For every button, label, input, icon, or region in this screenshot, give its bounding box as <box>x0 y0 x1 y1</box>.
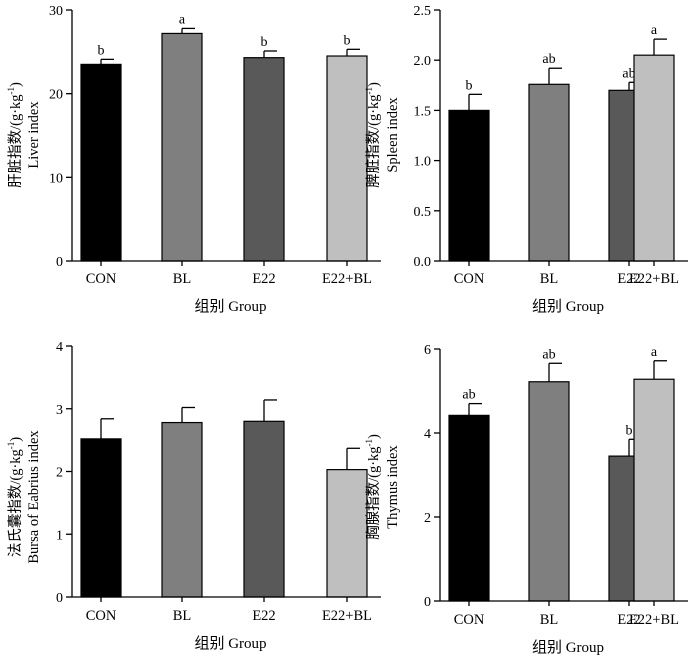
bar-E22 <box>243 57 285 262</box>
bar-E22+BL <box>633 54 675 262</box>
y-axis-label-en: Bursa of Eabrius index <box>26 430 42 564</box>
bar-BL <box>161 32 203 262</box>
category-label: E22 <box>617 271 640 287</box>
y-tick-label: 4 <box>56 340 63 355</box>
y-axis-label-close: ) <box>8 437 24 442</box>
category-label: CON <box>86 271 117 287</box>
bar-BL <box>528 83 570 262</box>
y-axis-label-cn: 肝脏指数/(g·kg-1) <box>6 82 24 188</box>
bar-BL <box>161 421 203 598</box>
x-axis-label: 组别 Group <box>532 639 604 656</box>
significance-label: ab <box>622 66 635 81</box>
y-tick-label: 10 <box>49 171 63 186</box>
category-label: E22+BL <box>629 612 679 628</box>
significance-label: a <box>651 23 658 38</box>
y-axis-label-superscript: -1 <box>364 439 374 447</box>
bar-CON <box>448 414 490 602</box>
y-tick-label: 1.0 <box>414 155 432 170</box>
significance-label: ab <box>542 52 555 67</box>
y-tick-label: 2 <box>56 466 63 481</box>
significance-label: a <box>651 345 658 360</box>
significance-label: b <box>344 33 351 48</box>
bar-CON <box>80 438 122 598</box>
bar-E22+BL <box>633 378 675 602</box>
bar-E22+BL <box>326 55 368 262</box>
category-label: BL <box>540 271 559 287</box>
x-axis-label: 组别 Group <box>532 298 604 315</box>
x-axis-label: 组别 Group <box>194 298 266 315</box>
x-axis-label: 组别 Group <box>194 635 266 652</box>
category-label: BL <box>540 612 559 628</box>
bar-CON <box>80 63 122 262</box>
category-label: CON <box>86 608 117 624</box>
y-tick-label: 0.0 <box>414 255 432 270</box>
y-tick-label: 2.0 <box>414 54 432 69</box>
category-label: BL <box>173 608 192 624</box>
y-tick-label: 2.5 <box>414 4 432 19</box>
bar-CON <box>448 109 490 262</box>
category-label: CON <box>454 271 485 287</box>
y-axis-label-cn-main: 肝脏指数/(g·kg <box>7 94 24 187</box>
y-tick-label: 1 <box>56 528 63 543</box>
y-tick-label: 0 <box>56 591 63 606</box>
y-axis-label-cn: 法氏囊指数/(g·kg-1) <box>6 437 24 557</box>
category-label: E22+BL <box>322 608 372 624</box>
y-axis-label-en: Liver index <box>26 101 42 169</box>
y-axis-label-superscript: -1 <box>6 442 16 450</box>
y-tick-label: 0 <box>56 255 63 270</box>
bar-BL <box>528 381 570 602</box>
significance-label: b <box>261 35 268 50</box>
y-axis-label-en: Spleen index <box>385 97 401 173</box>
chart-panel-1: b CON a BL b E22 b E22+BL 0 10 20 30 组别 Group 肝脏指数/(g… <box>6 4 381 315</box>
y-axis-label-cn-main: 脾脏指数/(g·kg <box>365 94 382 187</box>
y-tick-label: 1.5 <box>414 104 432 119</box>
significance-label: b <box>98 43 105 58</box>
y-axis-label-superscript: -1 <box>364 87 374 95</box>
y-axis-label-cn: 脾脏指数/(g·kg-1) <box>364 82 382 188</box>
significance-label: ab <box>462 388 475 403</box>
y-axis-label-close: ) <box>366 82 382 87</box>
y-axis-label-cn-main: 胸腺指数/(g·kg <box>365 446 382 539</box>
y-tick-label: 2 <box>424 511 431 526</box>
category-label: E22+BL <box>629 271 679 287</box>
y-axis-label-close: ) <box>366 434 382 439</box>
chart-panel-4: ab CON ab BL b E22 a E22+BL 0 2 4 6 组别 Group 胸腺指数/(g·… <box>364 343 688 656</box>
category-label: BL <box>173 271 192 287</box>
category-label: E22+BL <box>322 271 372 287</box>
bar-E22 <box>243 420 285 598</box>
y-tick-label: 3 <box>56 403 63 418</box>
category-label: E22 <box>617 612 640 628</box>
y-tick-label: 0 <box>424 595 431 610</box>
chart-panel-2: b CON ab BL ab E22 a E22+BL 0.0 0.5 1.0 1.5 2.0 2.5 组别… <box>364 4 688 315</box>
y-axis-label-en: Thymus index <box>385 445 401 529</box>
category-label: E22 <box>252 608 275 624</box>
bar-E22+BL <box>326 469 368 598</box>
y-axis-label-superscript: -1 <box>6 87 16 95</box>
y-axis-label-close: ) <box>8 82 24 87</box>
significance-label: b <box>466 78 473 93</box>
y-tick-label: 6 <box>424 343 431 358</box>
category-label: E22 <box>252 271 275 287</box>
significance-label: ab <box>542 347 555 362</box>
y-tick-label: 0.5 <box>414 205 432 220</box>
y-tick-label: 20 <box>49 88 63 103</box>
y-axis-label-cn-main: 法氏囊指数/(g·kg <box>7 449 24 557</box>
y-tick-label: 4 <box>424 427 431 442</box>
significance-label: b <box>626 423 633 438</box>
category-label: CON <box>454 612 485 628</box>
y-tick-label: 30 <box>49 4 63 19</box>
significance-label: a <box>179 12 186 27</box>
y-axis-label-cn: 胸腺指数/(g·kg-1) <box>364 434 382 540</box>
